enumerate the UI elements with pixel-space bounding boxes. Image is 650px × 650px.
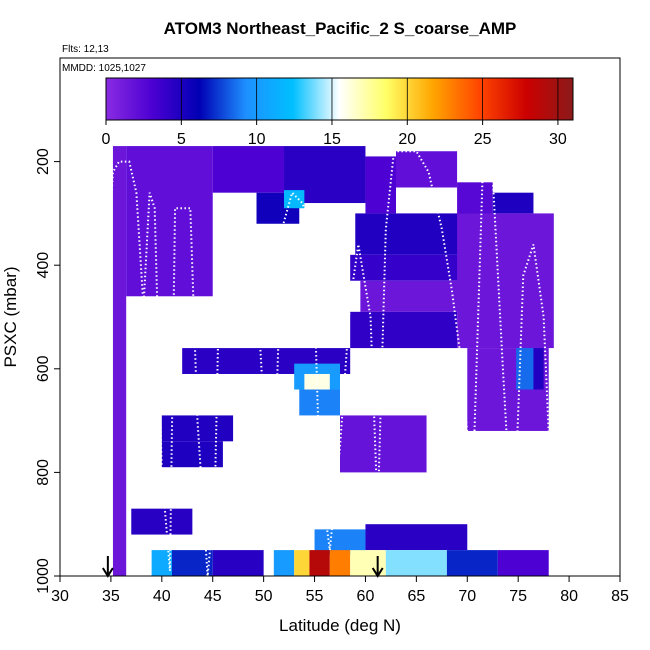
colorbar-tick-label: 15: [323, 131, 341, 148]
colorbar-tick: 10: [248, 78, 266, 148]
x-tick: 80: [560, 576, 578, 605]
x-tick: 60: [357, 576, 375, 605]
x-axis-label: Latitude (deg N): [279, 616, 401, 635]
heatmap-cell: [212, 146, 284, 193]
colorbar-tick-label: 10: [248, 131, 266, 148]
heatmap-cell: [329, 550, 351, 576]
colorbar-tick: 15: [323, 78, 341, 148]
y-tick-label: 600: [35, 355, 52, 382]
flight-track-line: [104, 150, 562, 576]
heatmap-cell: [457, 213, 554, 349]
flights-label: Flts: 12,13: [62, 44, 109, 55]
x-tick-label: 55: [306, 588, 324, 605]
y-axis: 200 400 600 800 1000: [35, 148, 60, 594]
heatmap-cell: [294, 550, 310, 576]
y-tick: 400: [35, 252, 60, 279]
y-tick-label: 400: [35, 252, 52, 279]
heatmap-cell: [212, 550, 264, 576]
x-tick: 30: [51, 576, 69, 605]
heatmap-cell: [492, 192, 534, 214]
colorbar-tick-label: 0: [102, 131, 111, 148]
y-tick: 800: [35, 459, 60, 486]
heatmap-cell: [131, 508, 193, 535]
plot-frame: [59, 57, 621, 577]
down-arrow-icon: [102, 556, 114, 578]
heatmap-cell: [309, 550, 330, 576]
x-tick: 35: [102, 576, 120, 605]
heatmap-cells: [112, 146, 554, 576]
x-tick: 45: [204, 576, 222, 605]
x-tick: 40: [153, 576, 171, 605]
colorbar-ticks: 0 5 10 15 20 25 30: [102, 78, 567, 148]
colorbar-tick-label: 30: [549, 131, 567, 148]
y-tick: 200: [35, 148, 60, 175]
heatmap-cell: [533, 348, 544, 390]
heatmap-cell: [350, 311, 458, 349]
colorbar-tick-label: 20: [398, 131, 416, 148]
colorbar-tick: 25: [474, 78, 492, 148]
colorbar-tick: 5: [177, 78, 186, 148]
dates-label: MMDD: 1025,1027: [62, 63, 146, 74]
heatmap-cell: [497, 550, 549, 576]
x-tick-label: 40: [153, 588, 171, 605]
y-tick-label: 1000: [35, 558, 52, 594]
y-tick: 1000: [35, 558, 60, 594]
x-tick-label: 35: [102, 588, 120, 605]
colorbar-gradient: [105, 77, 574, 121]
x-tick: 75: [509, 576, 527, 605]
heatmap-cell: [284, 190, 305, 209]
x-tick: 55: [306, 576, 324, 605]
colorbar-tick-label: 5: [177, 131, 186, 148]
colorbar-tick: 20: [398, 78, 416, 148]
heatmap-cell: [446, 550, 498, 576]
heatmap-cell: [360, 280, 468, 312]
x-axis: 30 35 40 45 50 55 60 65 70 75 80 85: [51, 576, 629, 605]
heatmap-cell: [126, 146, 213, 297]
y-tick: 600: [35, 355, 60, 382]
heatmap-cell: [299, 389, 340, 416]
heatmap-cell: [340, 415, 427, 473]
x-tick-label: 50: [255, 588, 273, 605]
x-tick-label: 80: [560, 588, 578, 605]
heatmap-cell: [365, 156, 396, 214]
x-tick-label: 60: [357, 588, 375, 605]
heatmap-cell: [350, 254, 468, 281]
y-tick-label: 800: [35, 459, 52, 486]
colorbar-tick-label: 25: [474, 131, 492, 148]
colorbar-tick: 30: [549, 78, 567, 148]
x-tick-label: 85: [611, 588, 629, 605]
heatmap-cell: [365, 524, 468, 551]
x-tick: 70: [458, 576, 476, 605]
flight-track: [104, 150, 562, 576]
x-tick-label: 45: [204, 588, 222, 605]
y-tick-label: 200: [35, 148, 52, 175]
sample-arrows: [102, 556, 384, 578]
heatmap-cell: [385, 550, 447, 576]
chart-title: ATOM3 Northeast_Pacific_2 S_coarse_AMP: [164, 19, 517, 38]
heatmap-cell: [516, 348, 534, 390]
x-tick-label: 75: [509, 588, 527, 605]
heatmap-cell: [151, 550, 172, 576]
x-tick-label: 65: [407, 588, 425, 605]
colorbar-tick: 0: [102, 78, 111, 148]
colorbar: 0 5 10 15 20 25 30: [102, 77, 574, 148]
heatmap-cell: [273, 550, 295, 576]
x-tick: 50: [255, 576, 273, 605]
heatmap-cell: [112, 146, 127, 576]
x-tick: 85: [611, 576, 629, 605]
x-tick: 65: [407, 576, 425, 605]
x-tick-label: 30: [51, 588, 69, 605]
heatmap-cell: [161, 415, 234, 442]
heatmap-cell: [396, 151, 458, 188]
x-tick-label: 70: [458, 588, 476, 605]
y-axis-label: PSXC (mbar): [1, 266, 20, 367]
